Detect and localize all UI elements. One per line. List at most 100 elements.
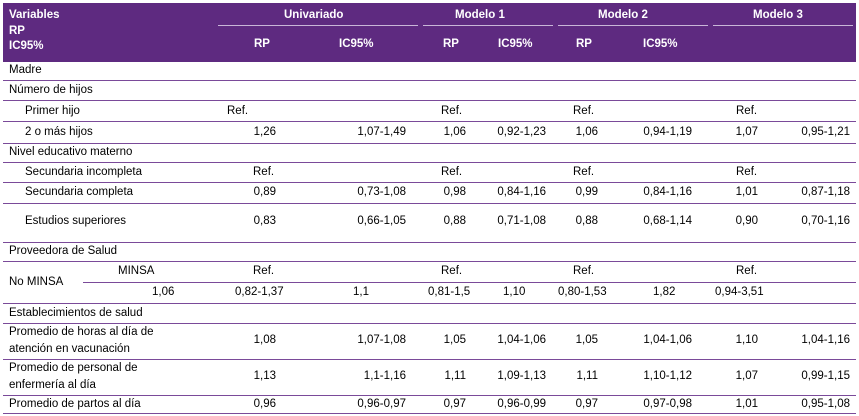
header-divider (423, 25, 553, 26)
header-group-modelo3: Modelo 3 (753, 9, 803, 21)
row-divider (83, 282, 856, 283)
modelo2-rp: 0,99 (575, 186, 598, 198)
row-label: 2 o más hijos (25, 126, 93, 138)
header-sub-ic95: IC95% (339, 38, 374, 50)
univariado-ic95: 1,1-1,16 (363, 370, 406, 382)
univariado-ic95: 0,73-1,08 (357, 186, 406, 198)
minsa-value: 1,10 (503, 286, 526, 298)
row-label: Promedio de partos al día (9, 398, 141, 410)
minsa-value: 1,82 (653, 286, 676, 298)
univariado-ic95: 1,07-1,08 (357, 334, 406, 346)
header-sub-rp: RP (254, 38, 270, 50)
modelo3-ic95: 0,95-1,08 (801, 398, 850, 410)
modelo1-rp: 0,88 (443, 215, 466, 227)
section-label: Madre (9, 64, 42, 76)
modelo2-ic95: 1,04-1,06 (643, 334, 692, 346)
modelo3-rp: 1,01 (735, 186, 758, 198)
table-row: Secundaria incompleta Ref. Ref. Ref. Ref… (3, 163, 856, 183)
modelo1-rp: Ref. (441, 265, 463, 277)
section-label: Nivel educativo materno (9, 146, 133, 158)
modelo3-rp: 1,07 (735, 126, 758, 138)
modelo3-ic95: 0,99-1,15 (801, 370, 850, 382)
header-group-modelo1: Modelo 1 (455, 9, 505, 21)
header-sub-rp: RP (576, 38, 592, 50)
header-divider (558, 25, 708, 26)
table-row: Promedio de horas al día de atención en … (3, 324, 856, 360)
univariado-rp: 0,89 (253, 186, 276, 198)
section-label: Proveedora de Salud (9, 245, 118, 257)
univariado-rp: Ref. (227, 105, 249, 117)
header-ic95: IC95% (9, 40, 44, 52)
modelo2-rp: Ref. (573, 166, 595, 178)
minsa-value: 1,1 (353, 286, 369, 298)
header-sub-ic95: IC95% (498, 38, 533, 50)
univariado-ic95: 0,66-1,05 (357, 215, 406, 227)
modelo1-rp: 0,97 (443, 398, 466, 410)
univariado-rp: 1,08 (253, 334, 276, 346)
table-row: No MINSA MINSA Ref. Ref. Ref. Ref. 1,06 … (3, 262, 856, 304)
modelo3-rp: 0,90 (735, 215, 758, 227)
table-row: Secundaria completa 0,89 0,73-1,08 0,98 … (3, 183, 856, 204)
modelo3-rp: 1,10 (735, 334, 758, 346)
modelo3-rp: 1,07 (735, 370, 758, 382)
modelo2-rp: 0,97 (575, 398, 598, 410)
modelo1-rp: 1,05 (443, 334, 466, 346)
minsa-value: 1,06 (152, 286, 175, 298)
modelo1-rp: 1,06 (443, 126, 466, 138)
header-sub-ic95: IC95% (643, 38, 678, 50)
modelo2-ic95: 0,97-0,98 (643, 398, 692, 410)
modelo2-ic95: 0,84-1,16 (643, 186, 692, 198)
modelo3-rp: Ref. (736, 166, 758, 178)
section-row: Establecimientos de salud (3, 304, 856, 324)
row-label: Promedio de personal de enfermería al dí… (9, 362, 138, 391)
header-group-modelo2: Modelo 2 (598, 9, 648, 21)
minsa-value: 0,82-1,37 (235, 286, 284, 298)
header-rp: RP (9, 25, 25, 37)
section-row: Número de hijos (3, 81, 856, 101)
header-divider (218, 25, 418, 26)
section-row: Proveedora de Salud (3, 243, 856, 262)
univariado-rp: 0,83 (253, 215, 276, 227)
modelo1-rp: 1,11 (444, 370, 466, 382)
minsa-value: 0,81-1,5 (428, 286, 471, 298)
modelo1-ic95: 0,96-0,99 (497, 398, 546, 410)
modelo1-ic95: 0,92-1,23 (497, 126, 546, 138)
modelo2-rp: 1,06 (575, 126, 598, 138)
row-label: Primer hijo (25, 105, 80, 117)
univariado-rp: 1,13 (253, 370, 276, 382)
univariado-ic95: 1,07-1,49 (357, 126, 406, 138)
table-row: Promedio de partos al día 0,96 0,96-0,97… (3, 396, 856, 414)
modelo1-rp: Ref. (441, 166, 463, 178)
modelo1-rp: Ref. (441, 105, 463, 117)
header-divider (713, 25, 853, 26)
row-label: Secundaria incompleta (25, 166, 142, 178)
modelo1-ic95: 0,84-1,16 (497, 186, 546, 198)
section-row: Madre (3, 62, 856, 81)
modelo3-rp: Ref. (736, 265, 758, 277)
row-label-no-minsa: No MINSA (9, 276, 64, 288)
modelo3-rp: 1,01 (735, 398, 758, 410)
table-header: Variables RP IC95% Univariado Modelo 1 M… (3, 3, 856, 62)
row-label: Secundaria completa (25, 186, 134, 198)
modelo2-ic95: 0,68-1,14 (643, 215, 692, 227)
modelo2-rp: 1,05 (575, 334, 598, 346)
row-label: Promedio de horas al día de atención en … (9, 326, 154, 355)
minsa-value: 0,94-3,51 (715, 286, 764, 298)
section-row: Nivel educativo materno (3, 144, 856, 163)
results-table: Variables RP IC95% Univariado Modelo 1 M… (3, 3, 856, 414)
section-label: Establecimientos de salud (9, 307, 143, 319)
modelo3-ic95: 0,95-1,21 (801, 126, 850, 138)
univariado-ic95: 0,96-0,97 (357, 398, 406, 410)
modelo2-ic95: 1,10-1,12 (643, 370, 692, 382)
modelo1-rp: 0,98 (443, 186, 466, 198)
modelo1-ic95: 1,04-1,06 (497, 334, 546, 346)
univariado-rp: 1,26 (253, 126, 276, 138)
modelo1-ic95: 0,71-1,08 (497, 215, 546, 227)
modelo3-ic95: 0,87-1,18 (801, 186, 850, 198)
univariado-rp: Ref. (253, 166, 275, 178)
modelo3-ic95: 0,70-1,16 (801, 215, 850, 227)
modelo3-ic95: 1,04-1,16 (801, 334, 850, 346)
modelo2-rp: Ref. (573, 105, 595, 117)
header-sub-rp: RP (443, 38, 459, 50)
table-row: 2 o más hijos 1,26 1,07-1,49 1,06 0,92-1… (3, 122, 856, 144)
